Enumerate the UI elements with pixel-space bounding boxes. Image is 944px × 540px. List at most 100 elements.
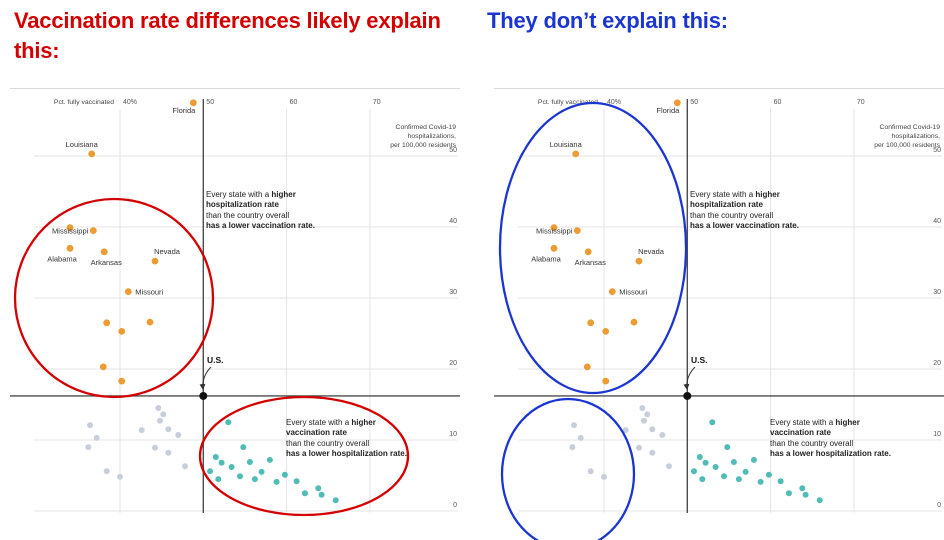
data-point <box>802 491 809 498</box>
data-point <box>182 463 188 470</box>
us-point <box>683 391 692 400</box>
data-point <box>699 476 706 483</box>
data-point <box>659 432 666 438</box>
us-label: U.S. <box>691 355 708 365</box>
data-point <box>146 318 154 326</box>
y-tick-label: 30 <box>449 289 457 296</box>
y-axis-title: per 100,000 residents <box>390 142 456 149</box>
near-average-states <box>569 405 672 480</box>
highlight-ellipse <box>198 395 410 517</box>
state-label: Mississippi <box>536 227 573 236</box>
gridlines <box>518 109 942 513</box>
data-point <box>691 468 697 475</box>
data-point <box>712 464 719 470</box>
data-point <box>602 328 610 335</box>
annotation-text: than the country overall <box>690 210 774 220</box>
data-point <box>301 490 308 497</box>
annotation-text: Every state with a <box>770 418 836 427</box>
us-label-arrow <box>199 366 212 390</box>
point-arkansas <box>100 248 108 256</box>
lower-quadrant-annotation: Every state with a higher vaccination rat… <box>770 418 891 460</box>
data-point <box>550 224 558 232</box>
data-point <box>622 427 629 434</box>
annotation-text: higher <box>271 190 296 199</box>
state-label: Florida <box>172 106 196 115</box>
point-florida <box>189 99 197 107</box>
data-point <box>251 476 258 483</box>
data-point <box>750 456 757 463</box>
data-point <box>636 444 642 451</box>
highlight-ellipse <box>500 397 636 540</box>
annotation-text: hospitalization rate <box>206 200 279 210</box>
highlight-ellipse <box>13 197 215 399</box>
x-axis-title: Pct. fully vaccinated <box>538 99 598 106</box>
y-tick-label: 40 <box>449 218 457 225</box>
annotation-text: vaccination rate <box>286 428 347 438</box>
data-point <box>212 454 219 460</box>
y-axis-title: Confirmed Covid-19 <box>880 124 941 131</box>
y-axis-title: hospitalizations, <box>408 133 456 140</box>
data-point <box>99 363 107 371</box>
y-tick-label: 40 <box>933 218 941 225</box>
data-point <box>240 444 247 451</box>
data-point <box>66 224 74 232</box>
data-point <box>569 444 576 451</box>
right-chart: 40% 50 60 70 Pct. fully vaccinated Confirmed … <box>494 88 944 540</box>
data-point <box>602 377 610 385</box>
data-point <box>587 468 594 475</box>
data-point <box>799 485 806 492</box>
y-tick-label: 10 <box>449 431 457 438</box>
data-point <box>207 468 213 475</box>
data-point <box>577 434 584 441</box>
left-chart: 40% 50 60 70 Pct. fully vaccinated Confirmed … <box>10 88 460 527</box>
data-point <box>709 419 716 426</box>
data-point <box>152 444 158 451</box>
data-point <box>258 468 265 475</box>
data-point <box>103 468 110 475</box>
x-axis-title: Pct. fully vaccinated <box>54 99 114 106</box>
data-point <box>225 419 232 426</box>
upper-quadrant-annotation: Every state with a higher hospitalization… <box>690 190 799 232</box>
point-alabama <box>550 244 558 252</box>
y-tick-label: 10 <box>933 431 941 438</box>
data-point <box>785 490 792 497</box>
data-point <box>649 426 656 433</box>
annotation-text: hospitalization rate <box>690 200 763 210</box>
state-label: Florida <box>656 106 680 115</box>
data-point <box>757 478 764 485</box>
data-point <box>742 468 749 475</box>
y-tick-label: 50 <box>933 147 941 154</box>
data-point <box>266 456 273 463</box>
data-point <box>721 473 727 480</box>
us-point <box>199 391 208 400</box>
point-louisiana <box>572 150 580 158</box>
data-point <box>315 485 322 492</box>
data-point <box>730 459 737 465</box>
data-point <box>118 328 126 335</box>
annotation-text: has a lower hospitalization rate. <box>770 449 891 459</box>
state-label: Louisiana <box>66 140 99 149</box>
state-label: Arkansas <box>91 258 123 267</box>
data-point <box>587 319 595 327</box>
data-point <box>571 422 577 429</box>
data-point <box>246 459 253 465</box>
data-point <box>103 319 111 327</box>
data-point <box>281 471 288 478</box>
data-point <box>117 473 123 480</box>
data-point <box>735 476 742 483</box>
y-axis-title: Confirmed Covid-19 <box>396 124 457 131</box>
data-point <box>644 411 651 418</box>
data-point <box>583 363 591 371</box>
data-point <box>318 491 325 498</box>
x-tick-label: 70 <box>373 99 381 106</box>
data-point <box>332 497 339 504</box>
data-point <box>696 454 703 460</box>
point-arkansas <box>584 248 592 256</box>
annotation-text: has a lower hospitalization rate. <box>286 449 407 459</box>
y-axis-title: hospitalizations, <box>892 133 940 140</box>
data-point <box>666 463 672 470</box>
annotation-text: has a lower vaccination rate. <box>206 221 315 231</box>
state-label: Nevada <box>638 247 665 256</box>
data-point <box>816 497 823 504</box>
